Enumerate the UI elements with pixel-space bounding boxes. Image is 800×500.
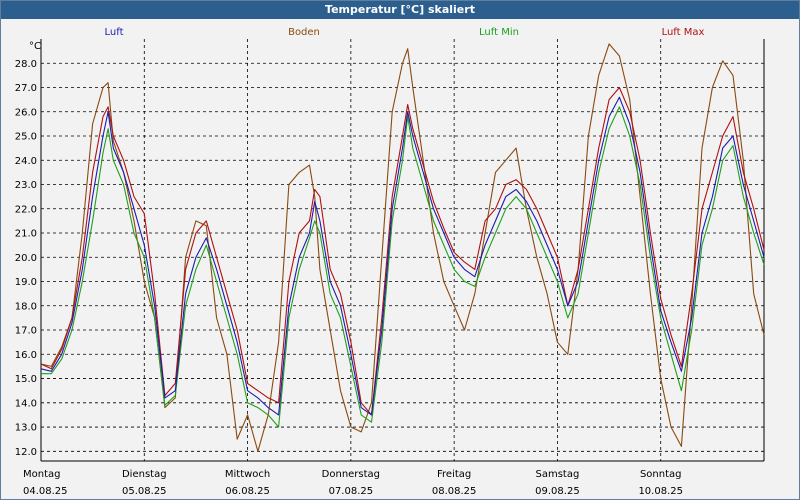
y-tick-label: 23.0 (15, 180, 37, 191)
day-label: Mittwoch (225, 469, 270, 480)
y-tick-label: 22.0 (15, 204, 37, 215)
y-tick-label: 13.0 (15, 423, 37, 434)
y-tick-label: 16.0 (15, 350, 37, 361)
date-label: 05.08.25 (122, 486, 167, 497)
legend-entry: Boden (288, 27, 320, 38)
date-label: 10.08.25 (638, 486, 683, 497)
series-line-luft-max (40, 86, 765, 416)
date-label: 07.08.25 (329, 486, 374, 497)
y-tick-label: 18.0 (15, 301, 37, 312)
series-line-boden (40, 43, 765, 452)
date-label: 06.08.25 (225, 486, 270, 497)
y-tick-label: 28.0 (15, 59, 37, 70)
date-label: 04.08.25 (23, 486, 68, 497)
legend-entry: Luft Min (479, 27, 519, 38)
y-tick-label: 19.0 (15, 277, 37, 288)
y-tick-label: 24.0 (15, 156, 37, 167)
day-label: Montag (23, 469, 60, 480)
y-tick-label: 21.0 (15, 229, 37, 240)
date-label: 08.08.25 (432, 486, 477, 497)
legend-entry: Luft (105, 27, 124, 38)
y-tick-label: 27.0 (15, 83, 37, 94)
legend: Luft Boden Luft Min Luft Max (105, 27, 705, 38)
series-line-luft-min (41, 106, 765, 428)
y-axis-unit: °C (29, 41, 41, 52)
y-tick-label: 25.0 (15, 132, 37, 143)
date-label: 09.08.25 (535, 486, 580, 497)
x-axis-day-labels: Montag 04.08.25 Dienstag 05.08.25 Mittwoch 06… (23, 469, 683, 497)
window-title: Temperatur [°C] skaliert (1, 1, 799, 19)
day-label: Samstag (536, 469, 580, 480)
day-label: Sonntag (640, 469, 682, 480)
y-tick-label: 26.0 (15, 107, 37, 118)
day-label: Freitag (437, 469, 471, 480)
series-lines (40, 43, 765, 452)
series-line-luft (40, 96, 765, 416)
y-tick-label: 14.0 (15, 398, 37, 409)
y-tick-label: 20.0 (15, 253, 37, 264)
y-axis-ticks: 12.0 13.0 14.0 15.0 16.0 17.0 18.0 19.0 20.0 21.0… (15, 59, 37, 458)
legend-entry: Luft Max (662, 27, 705, 38)
y-tick-label: 17.0 (15, 326, 37, 337)
day-label: Donnerstag (322, 469, 380, 480)
y-tick-label: 15.0 (15, 374, 37, 385)
y-tick-label: 12.0 (15, 447, 37, 458)
day-label: Dienstag (122, 469, 167, 480)
